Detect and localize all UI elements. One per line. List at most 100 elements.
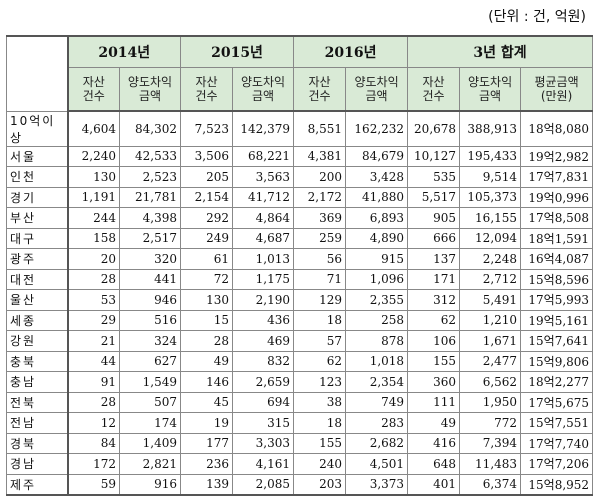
amount-total-cell: 6,374 xyxy=(459,473,522,496)
amount-2016-cell: 878 xyxy=(345,330,409,352)
amount-2015-cell: 694 xyxy=(232,391,295,413)
count-total-cell: 905 xyxy=(407,207,461,229)
count-2014-cell: 244 xyxy=(66,207,120,229)
amount-2014-cell: 320 xyxy=(118,248,182,270)
amount-2015-cell: 1,013 xyxy=(232,248,295,270)
count-total-cell: 666 xyxy=(407,227,461,249)
amount-2016-cell: 162,232 xyxy=(345,110,409,147)
average-amount-cell: 17억7,831 xyxy=(520,166,594,188)
amount-total-cell: 772 xyxy=(459,412,522,434)
total-header: 3년 합계 xyxy=(407,35,594,68)
amount-2014-cell: 916 xyxy=(118,473,182,496)
count-total-cell: 111 xyxy=(407,391,461,413)
amount-2015-cell: 68,221 xyxy=(232,145,295,167)
count-2014-cell: 28 xyxy=(66,391,120,413)
table-row: 울산 53 946 130 2,190 129 2,355 312 5,491 17억5,993 xyxy=(6,289,594,311)
table-row: 부산 244 4,398 292 4,864 369 6,893 905 16,155 17억8,… xyxy=(6,207,594,229)
average-amount-cell: 18억1,591 xyxy=(520,227,594,249)
amount-2015-cell: 2,085 xyxy=(232,473,295,496)
amount-2014-cell: 42,533 xyxy=(118,145,182,167)
amount-2016-cell: 2,354 xyxy=(345,371,409,393)
amount-2014-cell: 516 xyxy=(118,309,182,331)
amount-2015-cell: 4,687 xyxy=(232,227,295,249)
amount-total-cell: 195,433 xyxy=(459,145,522,167)
count-2016-cell: 203 xyxy=(293,473,347,496)
amount-total-cell: 6,562 xyxy=(459,371,522,393)
count-2014-cell: 2,240 xyxy=(66,145,120,167)
count-total-cell: 62 xyxy=(407,309,461,331)
table-row: 경북 84 1,409 177 3,303 155 2,682 416 7,394 17억7,74… xyxy=(6,432,594,454)
count-2015-cell: 139 xyxy=(180,473,234,496)
count-2016-cell: 8,551 xyxy=(293,110,347,147)
count-2014-cell: 59 xyxy=(66,473,120,496)
count-2014-cell: 28 xyxy=(66,268,120,290)
amount-2014-cell: 324 xyxy=(118,330,182,352)
amount-total-cell: 12,094 xyxy=(459,227,522,249)
table-body: 10억이상 4,604 84,302 7,523 142,379 8,551 162,232… xyxy=(6,110,594,496)
amount-header: 양도차익 금액 xyxy=(345,67,409,112)
region-cell: 세종 xyxy=(6,309,68,331)
amount-2015-cell: 41,712 xyxy=(232,186,295,208)
table-row: 강원 21 324 28 469 57 878 106 1,671 15억7,641 xyxy=(6,330,594,352)
amount-2016-cell: 1,018 xyxy=(345,350,409,372)
count-total-cell: 535 xyxy=(407,166,461,188)
count-2015-cell: 61 xyxy=(180,248,234,270)
amount-2016-cell: 1,096 xyxy=(345,268,409,290)
region-cell: 대전 xyxy=(6,268,68,290)
count-total-cell: 49 xyxy=(407,412,461,434)
average-amount-cell: 17억7,206 xyxy=(520,453,594,475)
count-2014-cell: 53 xyxy=(66,289,120,311)
count-2016-cell: 123 xyxy=(293,371,347,393)
table-row: 제주 59 916 139 2,085 203 3,373 401 6,374 15억8,952 xyxy=(6,473,594,496)
count-2014-cell: 158 xyxy=(66,227,120,249)
count-2015-cell: 177 xyxy=(180,432,234,454)
average-amount-cell: 16억4,087 xyxy=(520,248,594,270)
table-row: 인천 130 2,523 205 3,563 200 3,428 535 9,514 17억7,8… xyxy=(6,166,594,188)
amount-total-cell: 1,950 xyxy=(459,391,522,413)
region-cell: 전남 xyxy=(6,412,68,434)
average-amount-cell: 15억8,596 xyxy=(520,268,594,290)
count-total-cell: 137 xyxy=(407,248,461,270)
amount-2014-cell: 507 xyxy=(118,391,182,413)
amount-total-cell: 2,712 xyxy=(459,268,522,290)
region-cell: 서울 xyxy=(6,145,68,167)
count-total-cell: 106 xyxy=(407,330,461,352)
average-amount-cell: 15억9,806 xyxy=(520,350,594,372)
amount-2016-cell: 4,890 xyxy=(345,227,409,249)
amount-2015-cell: 4,864 xyxy=(232,207,295,229)
table-row: 충남 91 1,549 146 2,659 123 2,354 360 6,562 18억2,27… xyxy=(6,371,594,393)
transfer-gain-table: 2014년 2015년 2016년 3년 합계 자산 건수 양도차익 금액 자산 건수… xyxy=(6,35,594,496)
count-header: 자산 건수 xyxy=(407,67,461,112)
amount-2015-cell: 2,190 xyxy=(232,289,295,311)
average-amount-header: 평균금액 (만원) xyxy=(520,67,594,112)
count-total-cell: 312 xyxy=(407,289,461,311)
amount-2015-cell: 4,161 xyxy=(232,453,295,475)
amount-2014-cell: 1,409 xyxy=(118,432,182,454)
count-2015-cell: 2,154 xyxy=(180,186,234,208)
amount-2016-cell: 84,679 xyxy=(345,145,409,167)
count-2014-cell: 84 xyxy=(66,432,120,454)
table-row: 광주 20 320 61 1,013 56 915 137 2,248 16억4,087 xyxy=(6,248,594,270)
unit-note: (단위 : 건, 억원) xyxy=(488,9,586,25)
amount-2015-cell: 142,379 xyxy=(232,110,295,147)
amount-2015-cell: 315 xyxy=(232,412,295,434)
amount-2016-cell: 3,428 xyxy=(345,166,409,188)
count-2014-cell: 44 xyxy=(66,350,120,372)
amount-2015-cell: 436 xyxy=(232,309,295,331)
corner-cell xyxy=(6,35,68,112)
count-2016-cell: 155 xyxy=(293,432,347,454)
count-2015-cell: 49 xyxy=(180,350,234,372)
table-row: 대전 28 441 72 1,175 71 1,096 171 2,712 15억8,596 xyxy=(6,268,594,290)
amount-2015-cell: 832 xyxy=(232,350,295,372)
count-2014-cell: 21 xyxy=(66,330,120,352)
table-row: 10억이상 4,604 84,302 7,523 142,379 8,551 162,232… xyxy=(6,110,594,147)
amount-2015-cell: 3,563 xyxy=(232,166,295,188)
count-2016-cell: 129 xyxy=(293,289,347,311)
sub-header-row: 자산 건수 양도차익 금액 자산 건수 양도차익 금액 자산 건수 양도차익 금액 자산 건수… xyxy=(7,67,594,112)
amount-total-cell: 7,394 xyxy=(459,432,522,454)
count-2014-cell: 1,191 xyxy=(66,186,120,208)
amount-header: 양도차익 금액 xyxy=(118,67,182,112)
amount-2015-cell: 2,659 xyxy=(232,371,295,393)
region-cell: 10억이상 xyxy=(6,110,68,147)
count-2016-cell: 200 xyxy=(293,166,347,188)
